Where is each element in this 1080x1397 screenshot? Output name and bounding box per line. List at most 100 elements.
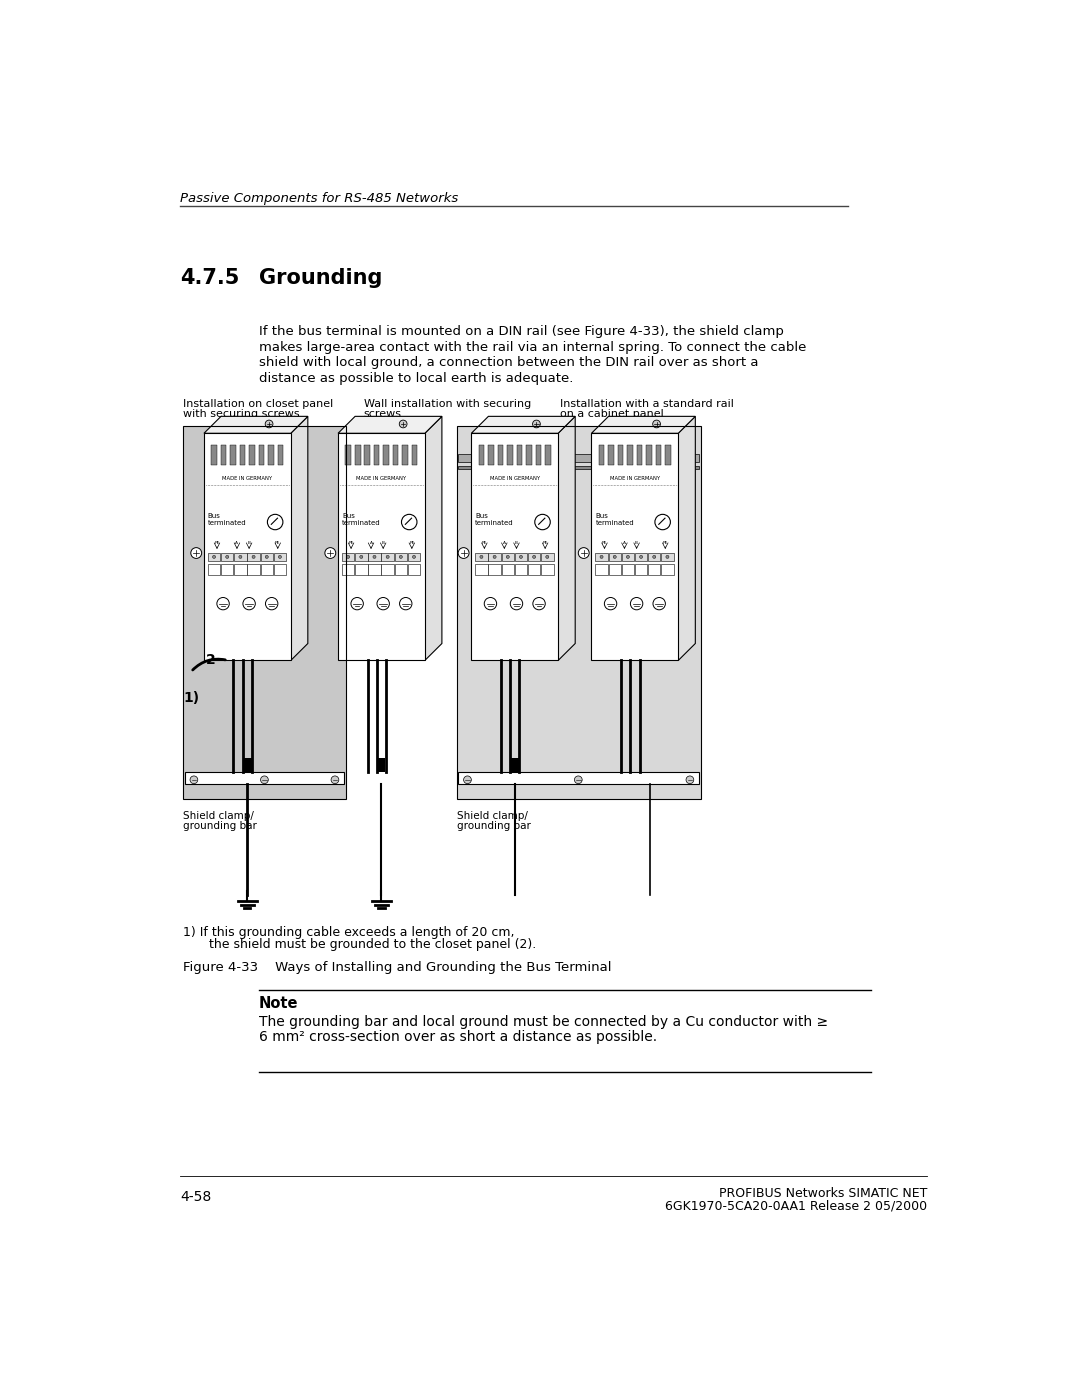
Text: B: B bbox=[635, 541, 638, 545]
Bar bbox=[234, 564, 246, 574]
Polygon shape bbox=[424, 416, 442, 661]
Circle shape bbox=[545, 556, 549, 559]
Circle shape bbox=[519, 556, 523, 559]
Text: PE: PE bbox=[275, 541, 281, 545]
Bar bbox=[501, 553, 514, 560]
Circle shape bbox=[360, 556, 363, 559]
Bar bbox=[259, 444, 265, 465]
Bar bbox=[346, 444, 351, 465]
Bar bbox=[475, 553, 488, 560]
Text: Wall installation with securing: Wall installation with securing bbox=[364, 398, 531, 409]
Polygon shape bbox=[291, 416, 308, 661]
Polygon shape bbox=[471, 416, 576, 433]
Text: A: A bbox=[503, 541, 505, 545]
Circle shape bbox=[510, 598, 523, 610]
Circle shape bbox=[400, 420, 407, 427]
Bar bbox=[595, 553, 608, 560]
Bar bbox=[234, 553, 246, 560]
Text: PE: PE bbox=[214, 541, 219, 545]
Circle shape bbox=[532, 556, 536, 559]
Bar bbox=[661, 564, 674, 574]
Bar bbox=[355, 564, 367, 574]
Circle shape bbox=[191, 548, 202, 559]
Circle shape bbox=[654, 514, 671, 529]
Bar bbox=[637, 444, 643, 465]
Text: Bus
terminated: Bus terminated bbox=[207, 513, 246, 527]
Bar bbox=[368, 564, 380, 574]
Circle shape bbox=[613, 556, 617, 559]
Bar bbox=[408, 553, 420, 560]
Polygon shape bbox=[678, 416, 696, 661]
Bar bbox=[516, 444, 523, 465]
Circle shape bbox=[532, 420, 540, 427]
Bar bbox=[592, 433, 678, 661]
Bar bbox=[622, 553, 634, 560]
Bar bbox=[342, 564, 354, 574]
Circle shape bbox=[652, 556, 656, 559]
Bar bbox=[475, 564, 488, 574]
Bar bbox=[501, 564, 514, 574]
Circle shape bbox=[458, 548, 469, 559]
Text: B: B bbox=[247, 541, 251, 545]
Text: B: B bbox=[381, 541, 384, 545]
Bar bbox=[273, 564, 286, 574]
Bar bbox=[394, 553, 407, 560]
Circle shape bbox=[639, 556, 643, 559]
Bar bbox=[247, 553, 260, 560]
Text: shield with local ground, a connection between the DIN rail over as short a: shield with local ground, a connection b… bbox=[259, 356, 758, 369]
Text: PE: PE bbox=[662, 541, 667, 545]
Bar bbox=[635, 564, 647, 574]
Text: on a cabinet panel: on a cabinet panel bbox=[559, 409, 663, 419]
Text: B: B bbox=[515, 541, 518, 545]
Bar bbox=[515, 553, 527, 560]
Circle shape bbox=[373, 556, 376, 559]
Circle shape bbox=[279, 556, 282, 559]
Bar bbox=[212, 444, 217, 465]
Bar bbox=[526, 444, 531, 465]
Bar bbox=[622, 564, 634, 574]
Circle shape bbox=[226, 556, 229, 559]
Text: the shield must be grounded to the closet panel (2).: the shield must be grounded to the close… bbox=[193, 939, 537, 951]
Bar bbox=[411, 444, 418, 465]
Text: 1): 1) bbox=[183, 692, 199, 705]
Text: 2: 2 bbox=[206, 652, 216, 666]
Bar bbox=[488, 444, 494, 465]
Polygon shape bbox=[204, 416, 308, 433]
Circle shape bbox=[484, 598, 497, 610]
Bar bbox=[381, 564, 394, 574]
Bar bbox=[240, 444, 245, 465]
Bar bbox=[207, 553, 220, 560]
Text: MADE IN GERMANY: MADE IN GERMANY bbox=[356, 476, 406, 481]
Bar bbox=[383, 444, 389, 465]
Text: Shield clamp/: Shield clamp/ bbox=[183, 810, 254, 820]
Circle shape bbox=[494, 556, 496, 559]
Text: 6GK1970-5CA20-0AA1 Release 2 05/2000: 6GK1970-5CA20-0AA1 Release 2 05/2000 bbox=[665, 1200, 927, 1213]
Circle shape bbox=[575, 775, 582, 784]
Circle shape bbox=[266, 598, 278, 610]
Text: 4-58: 4-58 bbox=[180, 1190, 212, 1204]
Text: Passive Components for RS-485 Networks: Passive Components for RS-485 Networks bbox=[180, 193, 458, 205]
Bar bbox=[260, 564, 273, 574]
Bar bbox=[458, 773, 699, 784]
Circle shape bbox=[260, 775, 268, 784]
Bar bbox=[510, 759, 519, 773]
Text: makes large-area contact with the rail via an internal spring. To connect the ca: makes large-area contact with the rail v… bbox=[259, 341, 807, 353]
Bar bbox=[528, 553, 540, 560]
Bar bbox=[278, 444, 283, 465]
Text: 6 mm² cross-section over as short a distance as possible.: 6 mm² cross-section over as short a dist… bbox=[259, 1030, 657, 1044]
Bar bbox=[595, 564, 608, 574]
Circle shape bbox=[347, 556, 350, 559]
Circle shape bbox=[652, 420, 661, 427]
Bar bbox=[221, 564, 233, 574]
Circle shape bbox=[413, 556, 416, 559]
Bar bbox=[204, 433, 291, 661]
Bar bbox=[221, 553, 233, 560]
Text: MADE IN GERMANY: MADE IN GERMANY bbox=[489, 476, 540, 481]
Text: If the bus terminal is mounted on a DIN rail (see Figure 4-33), the shield clamp: If the bus terminal is mounted on a DIN … bbox=[259, 326, 784, 338]
Circle shape bbox=[400, 598, 411, 610]
Bar bbox=[488, 564, 501, 574]
Text: Bus
terminated: Bus terminated bbox=[342, 513, 380, 527]
Bar bbox=[220, 444, 227, 465]
Text: Bus
terminated: Bus terminated bbox=[595, 513, 634, 527]
Bar bbox=[458, 454, 699, 462]
